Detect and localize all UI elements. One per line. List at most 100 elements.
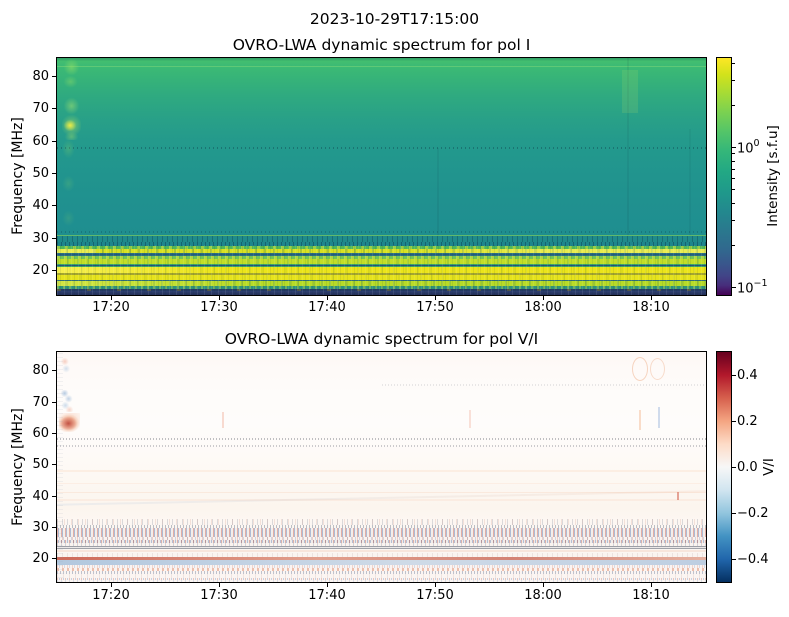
rfi-stripe [57,279,706,282]
colorbar-minor-tick [732,153,735,154]
rfi-stripe-bottom-dark [57,290,706,295]
y-tick [52,270,56,271]
colorbar-tick [732,287,736,288]
colorbar-minor-tick [732,80,735,81]
bottom-chart-title: OVRO-LWA dynamic spectrum for pol V/I [224,330,539,348]
top-colorbar [716,57,732,296]
warm-band [57,491,706,494]
colorbar-minor-tick [732,105,735,106]
figure-suptitle: 2023-10-29T17:15:00 [309,10,480,28]
rfi-stripe [57,236,706,242]
orange-arc [650,357,666,380]
vertical-streak-1808 [626,58,629,295]
y-tick-label: 50 [32,457,49,472]
speckle-band [57,564,706,569]
tick-mantissa: 10 [737,281,754,297]
x-tick-label: 18:00 [524,300,562,315]
red-burst-blob [58,412,80,433]
stripe-texture [57,245,706,295]
orange-speckle-line [57,568,706,571]
colorbar-tick-label: 0.4 [737,368,758,383]
y-tick-label: 80 [32,69,49,84]
vertical-dash [221,411,224,428]
y-tick-label: 30 [32,231,49,246]
x-tick-label: 17:40 [308,300,346,315]
left-edge-faint-column [62,138,76,239]
left-edge-speckles-top [58,356,72,375]
y-tick [52,558,56,559]
speckle-band [57,542,706,546]
x-tick [327,296,328,300]
speckle-band [57,518,706,525]
vertical-streak-right [689,129,692,295]
rfi-stripe [57,273,706,276]
colorbar-tick-label: 100 [737,138,760,157]
tick-exponent: 0 [753,138,760,149]
tick-mantissa: 10 [737,141,754,157]
left-edge-noise [57,352,64,582]
vertical-dash [638,409,641,431]
colorbar-tick-label: −0.2 [737,506,769,521]
x-tick [651,296,652,300]
y-tick-label: 40 [32,489,49,504]
vertical-dash-red [677,492,680,501]
viridis-gradient [717,58,731,295]
vertical-streak-1750 [437,148,440,295]
y-tick [52,464,56,465]
x-tick [435,296,436,300]
y-tick-label: 70 [32,395,49,410]
y-tick [52,76,56,77]
y-tick-label: 80 [32,363,49,378]
rfi-stripe [57,256,706,260]
y-tick [52,496,56,497]
y-tick [52,527,56,528]
rfi-stripe [57,285,706,289]
orange-arc [632,356,648,381]
faint-orange-line [57,549,706,553]
rfi-stripe [57,253,706,257]
rfi-stripe [57,241,706,246]
y-tick [52,205,56,206]
warm-band [57,499,706,501]
x-tick-label: 17:20 [92,300,130,315]
y-tick [52,108,56,109]
x-tick-label: 17:30 [200,300,238,315]
colorbar-tick-label: 10−1 [737,279,768,297]
y-tick [52,238,56,239]
top-y-axis-label: Frequency [MHz] [10,117,26,235]
x-tick [543,583,544,587]
y-tick-label: 20 [32,263,49,278]
speckle-band [57,573,706,579]
x-tick [111,583,112,587]
colorbar-minor-tick [732,161,735,162]
x-tick [543,296,544,300]
x-tick-label: 18:10 [632,588,670,603]
y-tick-label: 60 [32,134,49,149]
colorbar-tick-label: 0.0 [737,460,758,475]
rfi-stripe [57,263,706,268]
x-tick-label: 17:50 [416,300,454,315]
y-tick [52,370,56,371]
x-tick-label: 17:50 [416,588,454,603]
x-tick-label: 17:40 [308,588,346,603]
colorbar-tick [732,421,736,422]
top-colorbar-label: Intensity [s.f.u] [765,125,781,227]
colorbar-tick [732,467,736,468]
colorbar-tick-label: −0.4 [737,552,769,567]
rfi-stripe-21mhz [57,275,706,280]
x-tick-label: 18:00 [524,588,562,603]
colorbar-minor-tick [732,63,735,64]
colorbar-minor-tick [732,189,735,190]
vi-base [57,352,706,582]
speckle-band [57,524,706,528]
rdbu-gradient [717,352,731,582]
warm-band [57,470,706,473]
x-tick [435,583,436,587]
colorbar-minor-tick [732,178,735,179]
rfi-stripe [57,234,706,237]
speckle-band [57,578,706,581]
dotted-line-partial [381,384,706,387]
colorbar-tick [732,559,736,560]
y-tick-label: 40 [32,198,49,213]
